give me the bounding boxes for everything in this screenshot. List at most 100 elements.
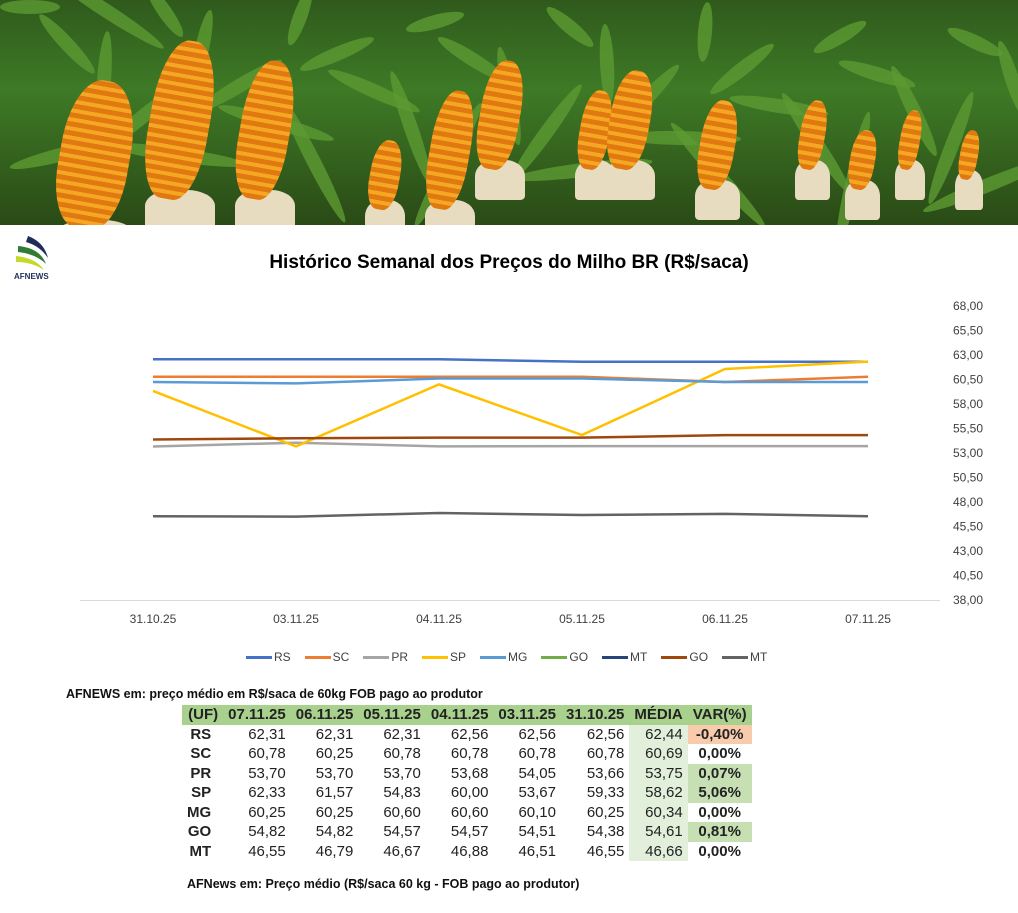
series-line-go [152,433,868,441]
table-row: MG 60,25 60,25 60,60 60,60 60,10 60,25 60,34 0,0… [182,802,752,822]
y-tick-label: 40,50 [953,569,983,583]
price-cell: 62,33 [248,784,286,802]
price-cell: 53,67 [518,784,556,802]
price-cell: 62,56 [586,725,625,743]
leaf [695,1,715,63]
table-row: SP 62,33 61,57 54,83 60,00 53,67 59,33 58,62 5,0… [182,783,752,803]
price-cell: 62,31 [383,725,421,743]
price-cell: 60,78 [248,745,286,763]
corn-cob [364,137,406,213]
price-cell: 46,55 [586,842,625,860]
corn-cob [419,87,481,213]
leaf [810,15,870,59]
price-cell: 46,51 [518,842,556,860]
price-cell: 46,79 [315,842,354,860]
legend-swatch [602,655,629,659]
column-header: VAR(%) [687,705,752,725]
price-cell: 62,56 [518,725,556,743]
price-cell: 60,60 [383,803,421,821]
corn-field-banner-image [0,0,1018,225]
price-cell: 60,78 [518,745,556,763]
price-cell: 60,78 [383,745,421,763]
price-cell: 60,25 [315,803,354,821]
price-cell: 54,05 [518,764,556,782]
table-row: MT 46,55 46,79 46,67 46,88 46,51 46,55 46,66 0,0… [182,841,752,861]
y-tick-label: 63,00 [953,348,983,362]
column-header: 06.11.25 [290,705,359,725]
column-header: 03.11.25 [493,705,561,725]
legend-item-mt: MT [602,650,647,664]
x-tick-label: 04.11.25 [416,612,462,626]
variation-cell: 0,00% [687,841,752,861]
y-tick-label: 38,00 [953,593,983,607]
legend-label: PR [391,650,409,664]
price-cell: 60,78 [586,745,625,763]
table-footer: AFNews em: Preço médio (R$/saca 60 kg - … [187,877,580,891]
average-cell: 60,69 [629,744,688,764]
x-tick-label: 05.11.25 [559,612,605,626]
price-cell: 54,38 [586,823,625,841]
price-cell: 60,78 [450,745,489,763]
legend-item-go: GO [541,650,588,664]
variation-cell: -0,40% [687,724,752,744]
legend-item-pr: PR [363,650,408,664]
legend-swatch [363,655,390,659]
legend-swatch [722,655,749,659]
legend-item-sp: SP [422,650,466,664]
corn-cob [470,57,530,173]
legend-label: MG [508,650,528,664]
price-cell: 62,31 [248,725,286,743]
price-cell: 60,00 [450,784,489,802]
column-header: MÉDIA [629,705,688,725]
price-cell: 60,10 [518,803,556,821]
y-tick-label: 50,50 [953,471,983,485]
svg-text:AFNEWS: AFNEWS [14,272,49,280]
variation-cell: 0,00% [687,744,752,764]
price-cell: 53,70 [315,764,354,782]
price-cell: 60,25 [586,803,625,821]
series-line-mt [152,511,869,518]
chart-legend: RS SC PR SP MG GO MT GO MT [246,650,767,664]
column-header: (UF) [182,705,224,725]
average-cell: 46,66 [629,841,688,861]
legend-swatch [480,655,507,659]
price-cell: 59,33 [586,784,625,802]
corn-cob [894,108,926,172]
leaf [34,9,100,79]
series-line-rs [153,358,868,364]
price-cell: 46,88 [450,842,489,860]
legend-item-mt: MT [722,650,767,664]
table-caption: AFNEWS em: preço médio em R$/saca de 60k… [66,687,483,701]
legend-item-rs: RS [246,650,291,664]
price-cell: 60,25 [248,803,286,821]
column-header: 04.11.25 [425,705,494,725]
price-cell: 54,57 [383,823,421,841]
leaf [542,2,598,52]
price-cell: 53,70 [248,764,286,782]
leaf [706,38,778,100]
legend-label: GO [569,650,589,664]
table-row: PR 53,70 53,70 53,70 53,68 54,05 53,66 53,75 0,0… [182,763,752,783]
uf-cell: SP [191,784,212,802]
leaf [283,0,317,48]
uf-cell: MG [187,803,212,821]
price-table: (UF) 07.11.25 06.11.25 05.11.25 04.11.25 03.1… [182,705,752,861]
uf-cell: MT [189,842,212,860]
legend-swatch [304,655,331,659]
price-cell: 53,66 [586,764,625,782]
uf-cell: RS [190,725,212,743]
series-line-sp [152,360,869,448]
price-cell: 54,83 [383,784,421,802]
average-cell: 62,44 [629,724,688,744]
average-cell: 58,62 [629,783,688,803]
x-tick-label: 03.11.25 [273,612,319,626]
legend-label: GO [689,650,709,664]
series-line-pr [152,441,868,448]
corn-cob [692,97,743,193]
y-tick-label: 43,00 [953,544,983,558]
column-header: 07.11.25 [223,705,291,725]
column-header: 05.11.25 [358,705,426,725]
price-cell: 54,82 [315,823,354,841]
y-tick-label: 68,00 [953,299,983,313]
legend-label: MT [630,650,648,664]
